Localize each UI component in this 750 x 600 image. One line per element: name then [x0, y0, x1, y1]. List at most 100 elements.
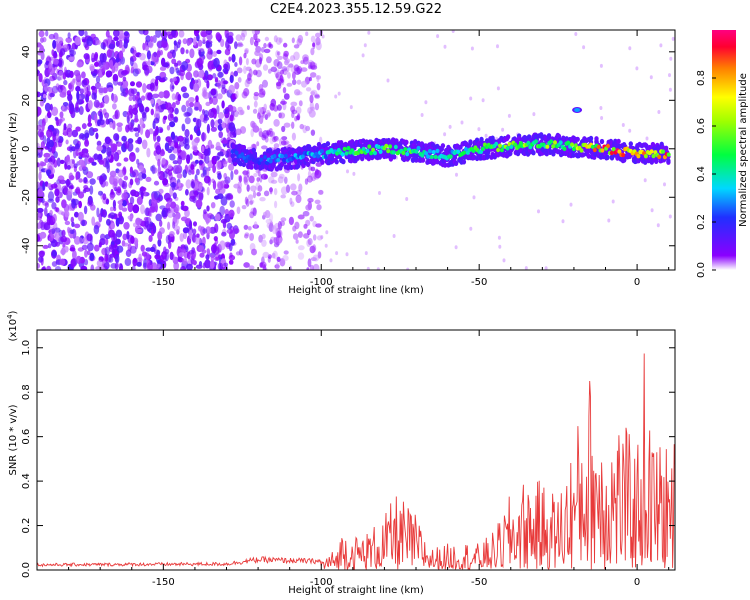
noise-cell: [105, 70, 113, 78]
noise-cell: [201, 131, 205, 142]
signal-cell: [280, 154, 285, 159]
signal-cell: [657, 154, 662, 160]
noise-cell: [54, 266, 62, 270]
noise-cell: [63, 123, 67, 131]
noise-cell: [172, 49, 176, 59]
noise-cell: [314, 199, 321, 205]
noise-cell: [161, 157, 166, 165]
noise-cell: [279, 258, 286, 267]
noise-cell: [213, 236, 218, 242]
noise-cell: [140, 244, 145, 252]
noise-cell: [61, 229, 66, 237]
noise-cell: [270, 66, 278, 73]
signal-cell: [268, 159, 273, 164]
noise-cell: [209, 97, 213, 105]
signal-halo: [581, 152, 586, 158]
noise-cell: [294, 115, 298, 122]
noise-cell: [65, 155, 70, 166]
noise-cell: [299, 123, 305, 130]
noise-cell: [166, 125, 171, 131]
noise-cell: [135, 81, 143, 88]
signal-halo: [586, 153, 591, 159]
noise-cell: [129, 152, 136, 162]
noise-cell: [123, 175, 129, 181]
noise-cell: [139, 125, 144, 135]
noise-cell: [309, 94, 314, 104]
noise-cell: [252, 69, 258, 76]
noise-cell: [155, 30, 162, 38]
noise-cell: [171, 58, 177, 65]
y-tick-label: 1.0: [21, 340, 32, 356]
noise-cell: [279, 74, 284, 83]
noise-cell: [93, 99, 100, 108]
noise-cell: [248, 265, 255, 270]
signal-cell: [342, 146, 347, 152]
signal-cell: [401, 150, 406, 156]
noise-cell: [171, 93, 176, 101]
noise-cell: [229, 114, 234, 122]
noise-cell: [420, 113, 424, 117]
noise-cell: [261, 233, 266, 239]
noise-cell: [235, 251, 241, 256]
y-tick-label: 0.4: [21, 473, 32, 489]
noise-cell: [167, 136, 173, 142]
noise-cell: [297, 245, 305, 251]
noise-cell: [96, 259, 103, 267]
noise-cell: [156, 50, 161, 58]
noise-cell: [189, 134, 193, 141]
noise-cell: [164, 142, 170, 152]
noise-cell: [443, 44, 447, 49]
noise-cell: [221, 121, 226, 129]
noise-cell: [233, 169, 239, 175]
noise-cell: [103, 261, 110, 270]
noise-cell: [405, 197, 409, 201]
noise-cell: [108, 43, 116, 50]
signal-cell: [435, 148, 440, 154]
noise-cell: [59, 258, 66, 266]
noise-cell: [44, 115, 48, 123]
signal-cell: [416, 145, 421, 151]
noise-cell: [146, 223, 151, 232]
y-tick-label: 0.2: [21, 518, 32, 534]
noise-cell: [210, 202, 216, 209]
noise-cell: [172, 221, 176, 229]
noise-cell: [157, 165, 161, 175]
noise-cell: [217, 181, 224, 191]
noise-cell: [75, 186, 81, 195]
signal-cell: [558, 140, 563, 145]
noise-cell: [69, 184, 75, 190]
noise-cell: [207, 212, 213, 219]
noise-cell: [189, 229, 193, 240]
noise-cell: [104, 246, 111, 256]
signal-cell: [549, 139, 554, 144]
noise-cell: [96, 140, 102, 147]
noise-cell: [177, 145, 181, 154]
noise-cell: [93, 153, 99, 160]
noise-cell: [284, 176, 288, 184]
noise-cell: [214, 195, 220, 200]
noise-cell: [47, 198, 55, 203]
noise-cell: [58, 118, 63, 124]
noise-cell: [145, 216, 152, 225]
noise-cell: [55, 133, 60, 142]
y-tick-label: -20: [21, 189, 32, 205]
signal-halo: [461, 159, 467, 165]
noise-cell: [247, 226, 252, 231]
noise-cell: [544, 266, 548, 270]
noise-cell: [314, 93, 320, 98]
noise-cell: [607, 218, 611, 223]
noise-cell: [236, 43, 244, 48]
noise-cell: [87, 122, 92, 127]
noise-cell: [50, 183, 58, 189]
noise-cell: [132, 169, 139, 178]
noise-cell: [249, 233, 255, 241]
noise-cell: [599, 106, 603, 110]
noise-cell: [657, 110, 661, 114]
noise-cell: [223, 183, 230, 189]
noise-cell: [142, 42, 146, 51]
noise-cell: [324, 243, 328, 248]
signal-cell: [651, 153, 656, 159]
signal-cell: [456, 149, 461, 154]
noise-cell: [224, 176, 231, 184]
noise-cell: [159, 128, 163, 133]
